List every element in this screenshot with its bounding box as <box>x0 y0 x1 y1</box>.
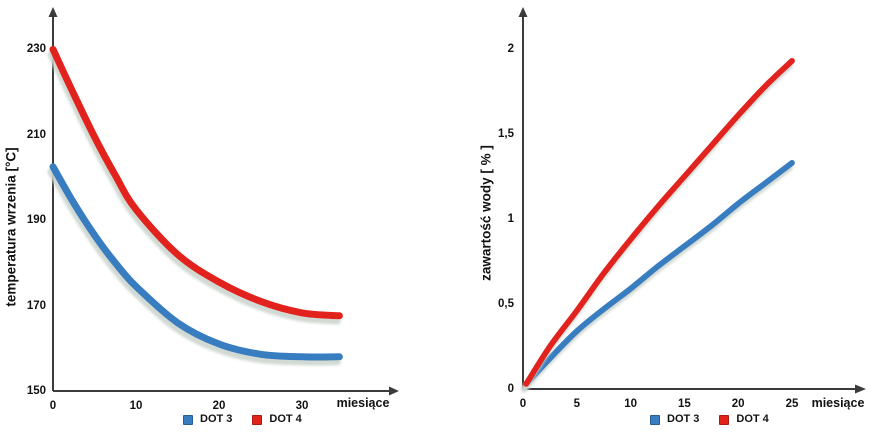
series-line-dot4-boiling-temperature <box>49 45 343 320</box>
dot4-swatch-icon <box>719 414 730 425</box>
y-tick-label: 170 <box>26 299 46 312</box>
left-x-axis-title: miesiące <box>336 396 390 410</box>
legend-label-dot4: DOT 4 <box>269 413 302 425</box>
y-axis-arrow-icon <box>518 7 528 17</box>
legend-item-dot3: DOT 3 <box>650 414 699 425</box>
legend-item-dot4: DOT 4 <box>252 413 302 425</box>
x-tick-label: 30 <box>295 400 309 412</box>
dot3-swatch-icon <box>650 414 660 425</box>
x-tick-label: 10 <box>624 398 637 410</box>
y-tick-label: 210 <box>26 128 46 141</box>
legend-item-dot3: DOT 3 <box>183 414 232 425</box>
y-tick-label: 230 <box>26 43 46 56</box>
y-tick-label: 150 <box>26 385 46 397</box>
left-legend: DOT 3 DOT 4 <box>183 414 302 425</box>
x-tick-label: 0 <box>519 398 527 410</box>
x-tick-label: 20 <box>212 400 226 412</box>
right-x-axis-title: miesiące <box>811 396 865 410</box>
y-tick-label: 0 <box>507 383 514 395</box>
y-tick-label: 1,5 <box>498 128 514 140</box>
legend-label-dot3: DOT 3 <box>200 413 233 425</box>
dot3-swatch-icon <box>183 414 193 425</box>
right-y-axis-title: zawartość wody [ % ] <box>478 145 494 281</box>
y-axis-arrow-icon <box>48 7 58 17</box>
x-tick-label: 0 <box>49 400 57 412</box>
x-tick-label: 25 <box>785 398 799 410</box>
right-legend: DOT 3 DOT 4 <box>650 414 769 425</box>
series-line-dot3-boiling-temperature <box>49 163 343 361</box>
y-tick-label: 190 <box>26 214 46 227</box>
series-line-dot4-water-content <box>523 58 795 387</box>
y-tick-label: 0,5 <box>498 298 514 310</box>
dot4-swatch-icon <box>252 414 263 425</box>
legend-item-dot4: DOT 4 <box>719 413 769 425</box>
series-line-dot3-water-content <box>523 160 795 387</box>
x-tick-label: 15 <box>677 398 691 410</box>
y-tick-label: 1 <box>507 213 514 225</box>
x-tick-label: 20 <box>731 398 745 410</box>
y-tick-label: 2 <box>507 43 514 55</box>
x-tick-label: 5 <box>573 398 580 410</box>
x-axis-arrow-icon <box>855 384 866 394</box>
x-tick-label: 10 <box>129 400 143 412</box>
left-y-axis-title: temperatura wrzenia [°C] <box>3 147 19 307</box>
legend-label-dot4: DOT 4 <box>736 413 769 425</box>
legend-label-dot3: DOT 3 <box>667 413 700 425</box>
x-axis-arrow-icon <box>389 386 399 396</box>
